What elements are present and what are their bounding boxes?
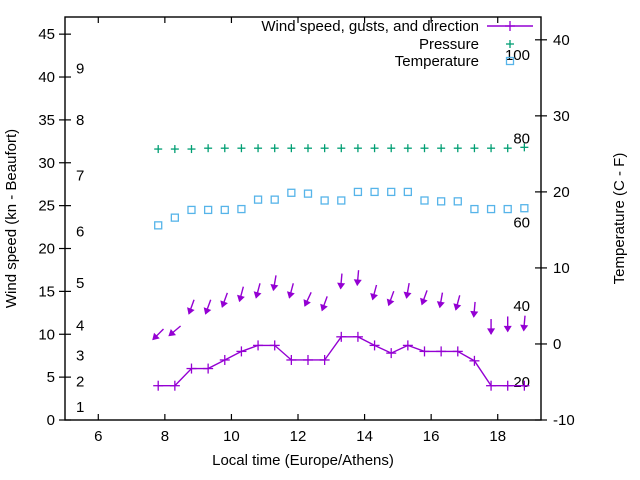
square-marker	[370, 187, 379, 197]
x-tick-label: 14	[356, 428, 373, 445]
wind-direction-head	[303, 299, 311, 307]
y2-tick-label: 20	[553, 184, 570, 201]
beaufort-label: 1	[76, 399, 84, 416]
beaufort-label: 2	[76, 373, 84, 390]
wind-direction-head	[237, 294, 245, 303]
square-marker	[187, 205, 196, 215]
square-marker	[453, 197, 462, 206]
wind-direction-head	[220, 300, 228, 308]
x-tick-label: 10	[223, 428, 240, 445]
legend-label-2: Temperature	[395, 53, 479, 70]
wind-direction-head	[470, 310, 479, 318]
square-marker	[387, 187, 396, 197]
y-tick-label: 45	[38, 26, 55, 43]
y-tick-label: 10	[38, 326, 55, 343]
y2-tick-label: -10	[553, 412, 575, 429]
x-tick-label: 12	[290, 428, 307, 445]
y-tick-label: 25	[38, 198, 55, 215]
y-tick-label: 0	[47, 412, 55, 429]
wind-direction-head	[253, 291, 262, 299]
wind-direction-head	[487, 328, 496, 335]
square-marker	[420, 196, 429, 205]
beaufort-label: 3	[76, 348, 84, 365]
square-marker	[486, 204, 496, 214]
y-axis-title: Wind speed (kn - Beaufort)	[3, 129, 20, 308]
x-tick-label: 8	[161, 428, 169, 445]
square-marker	[203, 205, 213, 215]
legend-label-0: Wind speed, gusts, and direction	[261, 18, 479, 35]
x-tick-label: 6	[94, 428, 102, 445]
fahrenheit-label: 40	[513, 298, 530, 315]
wind-direction-head	[270, 283, 279, 292]
x-axis-title: Local time (Europe/Athens)	[212, 452, 394, 469]
y-tick-label: 5	[47, 369, 55, 386]
y-tick-label: 40	[38, 69, 55, 86]
y-tick-label: 20	[38, 241, 55, 258]
wind-direction-head	[370, 293, 378, 301]
y2-tick-label: 40	[553, 32, 570, 49]
wind-direction-head	[203, 307, 212, 315]
fahrenheit-label: 100	[505, 47, 530, 64]
wind-direction-head	[436, 301, 445, 309]
square-marker	[237, 204, 246, 214]
y-tick-label: 30	[38, 155, 55, 172]
beaufort-label: 7	[76, 168, 84, 185]
square-marker	[253, 195, 263, 204]
wind-direction-head	[503, 325, 512, 333]
y2-tick-label: 0	[553, 336, 561, 353]
x-tick-label: 16	[423, 428, 440, 445]
square-marker	[503, 204, 512, 214]
fahrenheit-label: 20	[513, 374, 530, 391]
wind-direction-head	[403, 291, 412, 299]
legend-label-1: Pressure	[419, 36, 479, 53]
square-marker	[320, 196, 329, 205]
beaufort-label: 9	[76, 60, 84, 77]
wind-direction-head	[453, 303, 462, 311]
square-marker	[220, 205, 229, 215]
y-tick-label: 35	[38, 112, 55, 129]
wind-direction-head	[386, 298, 395, 307]
square-marker	[520, 204, 529, 213]
square-marker	[436, 197, 446, 206]
wind-direction-head	[187, 307, 195, 315]
square-marker	[154, 221, 163, 230]
y-tick-label: 15	[38, 283, 55, 300]
square-marker	[353, 187, 363, 197]
wind-direction-head	[337, 282, 346, 290]
wind-direction-head	[520, 324, 529, 332]
y2-tick-label: 30	[553, 108, 570, 125]
square-marker	[505, 56, 515, 66]
beaufort-label: 6	[76, 223, 84, 240]
fahrenheit-label: 60	[513, 214, 530, 231]
square-marker	[403, 187, 413, 197]
square-marker	[337, 196, 346, 205]
wind-direction-head	[152, 332, 160, 341]
y2-axis-title: Temperature (C - F)	[611, 153, 628, 285]
beaufort-label: 5	[76, 275, 84, 292]
wind-direction-head	[168, 328, 176, 337]
y2-tick-label: 10	[553, 260, 570, 277]
beaufort-label: 4	[76, 318, 84, 335]
square-marker	[287, 188, 296, 197]
wind-direction-head	[420, 297, 428, 306]
plot-frame	[64, 16, 542, 421]
wind-direction-head	[286, 291, 295, 299]
wind-direction-head	[353, 279, 362, 287]
fahrenheit-label: 80	[513, 131, 530, 148]
wind-direction-head	[320, 303, 328, 312]
square-marker	[470, 204, 479, 214]
square-marker	[170, 213, 179, 222]
square-marker	[303, 189, 313, 198]
beaufort-label: 8	[76, 112, 84, 129]
x-tick-label: 18	[489, 428, 506, 445]
square-marker	[270, 195, 279, 204]
